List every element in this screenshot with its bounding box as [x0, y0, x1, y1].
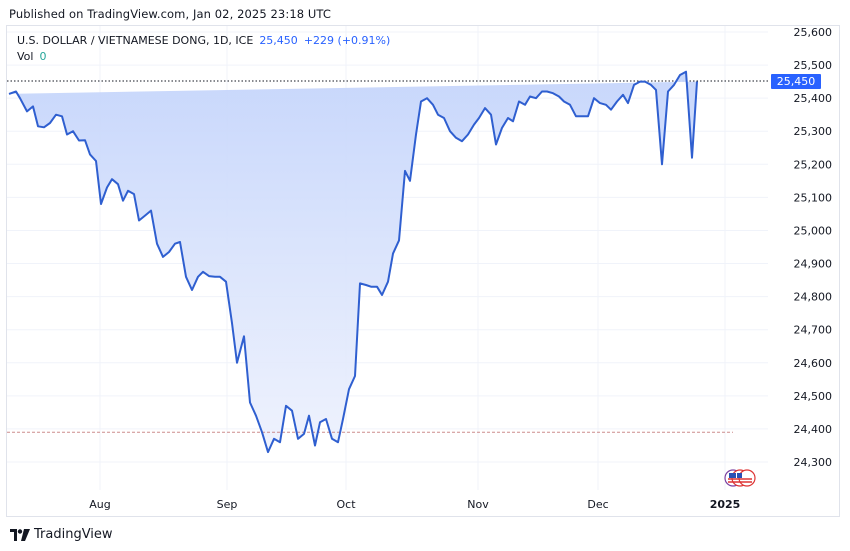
y-tick-label: 24,700 [794, 324, 833, 337]
x-tick-label: Dec [587, 498, 608, 511]
y-tick-label: 25,600 [794, 26, 833, 39]
brand-name: TradingView [34, 527, 113, 542]
last-price: 25,450 [259, 34, 298, 47]
tradingview-logo-icon [10, 528, 30, 541]
x-tick-label: Nov [467, 498, 489, 511]
x-tick-label: Oct [336, 498, 356, 511]
y-tick-label: 25,300 [794, 125, 833, 138]
y-tick-label: 25,000 [794, 224, 833, 237]
y-tick-label: 25,200 [794, 158, 833, 171]
volume-label: Vol [17, 50, 34, 63]
chart-legend: U.S. DOLLAR / VIETNAMESE DONG, 1D, ICE 25… [17, 33, 390, 65]
x-tick-label: Sep [217, 498, 238, 511]
symbol-title: U.S. DOLLAR / VIETNAMESE DONG, 1D, ICE [17, 34, 254, 47]
y-tick-label: 24,800 [794, 291, 833, 304]
x-axis: Aug Sep Oct Nov Dec 2025 [89, 498, 740, 511]
y-tick-label: 24,300 [794, 456, 833, 469]
published-note: Published on TradingView.com, Jan 02, 20… [9, 7, 331, 21]
price-line [8, 70, 698, 454]
y-tick-label: 25,400 [794, 92, 833, 105]
y-tick-label: 24,500 [794, 390, 833, 403]
events-icon [724, 469, 756, 487]
y-tick-label: 24,900 [794, 258, 833, 271]
price-change: +229 (+0.91%) [303, 34, 391, 47]
current-price-tag: 25,450 [771, 74, 821, 89]
x-tick-label: Aug [89, 498, 110, 511]
x-tick-label: 2025 [710, 498, 741, 511]
y-tick-label: 25,100 [794, 191, 833, 204]
volume-value: 0 [39, 50, 47, 63]
footer-brand[interactable]: TradingView [10, 527, 113, 542]
chart-frame [6, 25, 840, 517]
y-tick-label: 24,400 [794, 423, 833, 436]
y-tick-label: 25,500 [794, 59, 833, 72]
y-tick-label: 24,600 [794, 357, 833, 370]
y-axis: 25,600 25,500 25,400 25,300 25,200 25,100 25,0… [794, 26, 833, 469]
price-area-fill [9, 71, 697, 453]
